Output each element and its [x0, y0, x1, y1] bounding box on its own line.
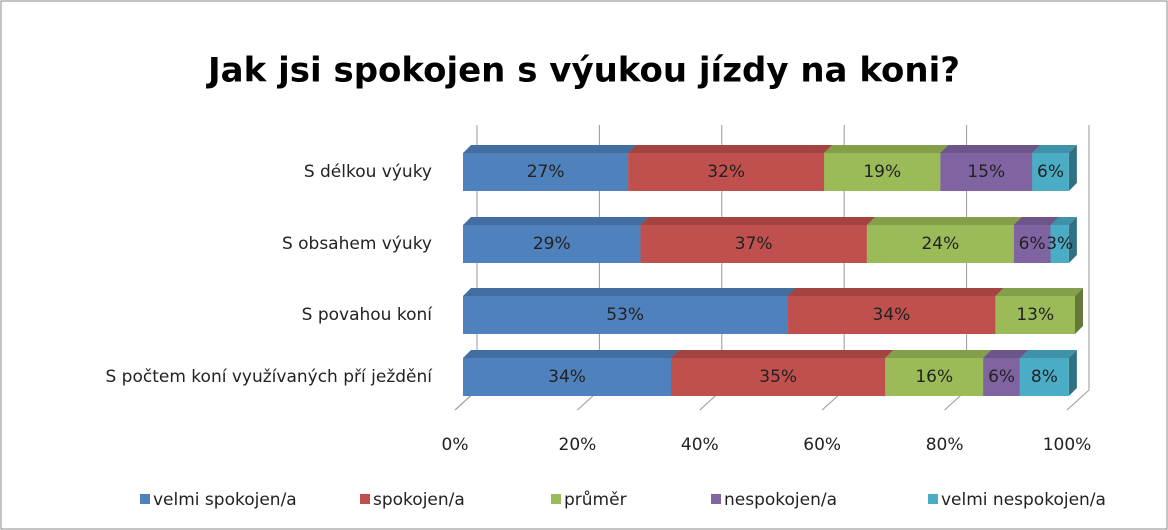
bar-side	[1068, 145, 1077, 191]
x-tick-label: 80%	[926, 435, 964, 455]
bar-top	[463, 288, 796, 296]
legend-label: velmi nespokojen/a	[941, 490, 1106, 510]
bar-top	[1032, 145, 1077, 153]
legend-label: spokojen/a	[373, 490, 465, 510]
x-tick-label: 40%	[681, 435, 719, 455]
legend-swatch	[551, 494, 561, 504]
data-label: 6%	[1037, 162, 1064, 182]
bar-top	[983, 350, 1028, 358]
bar-top	[940, 145, 1041, 153]
bar-side	[1075, 288, 1083, 334]
bar	[983, 358, 1020, 396]
bar	[824, 153, 941, 191]
data-label: 6%	[1019, 234, 1046, 254]
legend-swatch	[928, 494, 938, 504]
bar-top	[866, 217, 1022, 225]
data-label: 19%	[863, 162, 901, 182]
data-label: 24%	[921, 234, 959, 254]
data-label: 15%	[967, 162, 1005, 182]
data-label: 6%	[988, 367, 1015, 387]
bar-top	[463, 145, 637, 153]
data-label: 32%	[707, 162, 745, 182]
data-label: 3%	[1046, 234, 1073, 254]
bar-side	[1068, 217, 1077, 263]
bar	[640, 225, 867, 263]
bar-top	[671, 350, 894, 358]
bar	[463, 225, 641, 263]
bar-top	[824, 145, 949, 153]
bar	[995, 296, 1075, 334]
bar-top	[463, 217, 649, 225]
bar-top	[463, 350, 680, 358]
data-label: 29%	[533, 234, 571, 254]
category-label: S povahou koní	[302, 305, 434, 325]
bar-top	[1050, 217, 1077, 225]
bar-top	[885, 350, 992, 358]
bar	[1050, 225, 1069, 263]
bar-top	[640, 217, 875, 225]
x-tick-label: 60%	[803, 435, 841, 455]
bar-top	[995, 288, 1083, 296]
bar	[787, 296, 996, 334]
bar-side	[1068, 350, 1077, 396]
bar-top	[787, 288, 1004, 296]
bar-top	[628, 145, 833, 153]
bar	[463, 296, 788, 334]
data-label: 34%	[873, 305, 911, 325]
bar-top	[1013, 217, 1059, 225]
x-tick-label: 100%	[1043, 435, 1092, 455]
category-label: S počtem koní využívaných pří ježdění	[105, 367, 433, 387]
legend-label: velmi spokojen/a	[153, 490, 297, 510]
bar	[628, 153, 825, 191]
legend-swatch	[360, 494, 370, 504]
data-label: 37%	[735, 234, 773, 254]
data-label: 16%	[915, 367, 953, 387]
category-label: S obsahem výuky	[282, 234, 432, 254]
bar	[463, 153, 629, 191]
legend-label: průměr	[564, 490, 627, 510]
bar	[1032, 153, 1069, 191]
data-label: 13%	[1016, 305, 1054, 325]
grid-line	[1066, 125, 1090, 411]
data-label: 27%	[527, 162, 565, 182]
data-label: 34%	[548, 367, 586, 387]
data-label: 35%	[759, 367, 797, 387]
bar	[463, 358, 672, 396]
data-label: 8%	[1031, 367, 1058, 387]
data-label: 53%	[606, 305, 644, 325]
legend-swatch	[711, 494, 721, 504]
legend-swatch	[140, 494, 150, 504]
bar	[885, 358, 984, 396]
category-label: S délkou výuky	[304, 162, 432, 182]
bar	[1013, 225, 1051, 263]
chart-title: Jak jsi spokojen s výukou jízdy na koni?	[206, 51, 960, 91]
bar-top	[1019, 350, 1077, 358]
x-tick-label: 20%	[559, 435, 597, 455]
bar	[866, 225, 1014, 263]
x-tick-label: 0%	[442, 435, 469, 455]
bar	[1019, 358, 1069, 396]
bar	[671, 358, 886, 396]
legend-label: nespokojen/a	[724, 490, 837, 510]
bar	[940, 153, 1033, 191]
